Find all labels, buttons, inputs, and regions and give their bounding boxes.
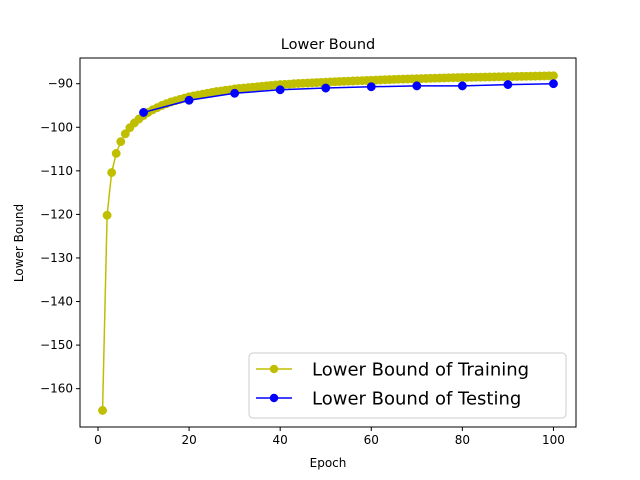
- legend-marker: [269, 364, 279, 374]
- x-tick-label: 40: [273, 433, 288, 447]
- plot-area: [98, 71, 558, 415]
- x-tick-label: 0: [94, 433, 102, 447]
- data-point: [139, 108, 148, 117]
- data-point: [503, 80, 513, 90]
- data-point: [275, 85, 285, 95]
- series-testing: [139, 79, 558, 117]
- data-point: [184, 95, 194, 105]
- data-point: [457, 81, 467, 91]
- data-point: [98, 405, 107, 415]
- data-point: [116, 137, 126, 147]
- data-point: [366, 82, 376, 92]
- plot-frame: [79, 57, 577, 428]
- data-point: [412, 81, 422, 91]
- data-point: [549, 79, 558, 89]
- x-tick-label: 80: [455, 433, 470, 447]
- y-tick-label: −130: [40, 251, 73, 265]
- y-tick-label: −160: [40, 382, 73, 396]
- y-tick-label: −110: [40, 164, 73, 178]
- y-axis-ticks: −160 −150 −140 −130 −120 −110 −100 −90: [40, 77, 80, 396]
- x-axis-ticks: 0 20 40 60 80 100: [94, 427, 565, 447]
- data-point: [549, 71, 558, 81]
- legend-box: [248, 352, 567, 419]
- x-tick-label: 100: [542, 433, 565, 447]
- x-tick-label: 20: [181, 433, 196, 447]
- series-line: [143, 82, 554, 114]
- data-point: [321, 83, 331, 93]
- y-tick-label: −100: [40, 120, 73, 134]
- y-tick-label: −120: [40, 207, 73, 221]
- y-axis-label: Lower Bound: [12, 204, 26, 282]
- legend-label: Lower Bound of Testing: [312, 389, 521, 410]
- y-tick-label: −140: [40, 295, 73, 309]
- series-training: [98, 71, 558, 415]
- legend-marker: [269, 393, 279, 403]
- y-tick-label: −90: [48, 77, 73, 91]
- legend: Lower Bound of Training Lower Bound of Te…: [248, 352, 567, 419]
- y-tick-label: −150: [40, 338, 73, 352]
- data-point: [107, 168, 117, 178]
- data-point: [120, 129, 130, 139]
- x-axis-label: Epoch: [310, 456, 347, 470]
- data-point: [102, 210, 112, 220]
- data-point: [230, 88, 240, 98]
- data-point: [111, 148, 121, 158]
- legend-label: Lower Bound of Training: [312, 360, 529, 381]
- chart-title: Lower Bound: [281, 37, 375, 53]
- x-tick-label: 60: [364, 433, 379, 447]
